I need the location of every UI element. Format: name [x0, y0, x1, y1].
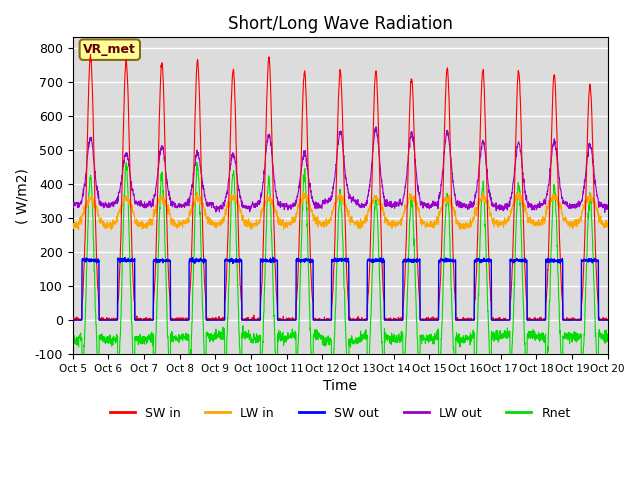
- X-axis label: Time: Time: [323, 379, 357, 394]
- Legend: SW in, LW in, SW out, LW out, Rnet: SW in, LW in, SW out, LW out, Rnet: [105, 402, 576, 424]
- Title: Short/Long Wave Radiation: Short/Long Wave Radiation: [228, 15, 452, 33]
- Y-axis label: ( W/m2): ( W/m2): [15, 168, 29, 224]
- Text: VR_met: VR_met: [83, 43, 136, 56]
